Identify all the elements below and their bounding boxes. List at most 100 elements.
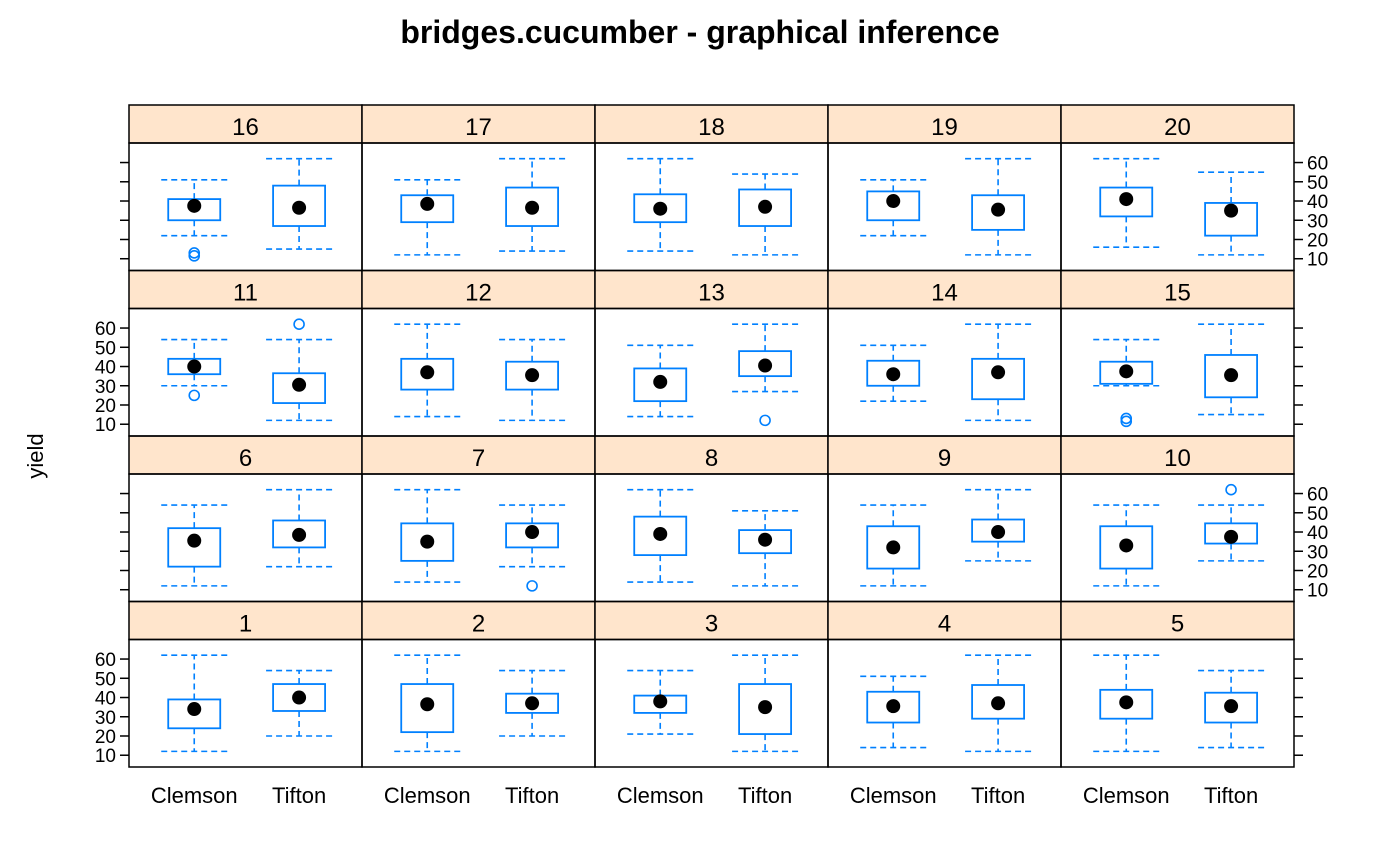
box-body	[866, 525, 921, 570]
panel-strip	[594, 104, 829, 144]
y-tick-label: 40	[95, 689, 116, 710]
panel-strip	[594, 435, 829, 475]
panel-frame	[128, 638, 363, 768]
box-median-dot	[991, 202, 1006, 217]
panel-frame	[128, 307, 363, 437]
box-body	[971, 194, 1025, 231]
y-tick-label: 10	[95, 746, 116, 767]
y-tick-label: 10	[95, 415, 116, 436]
panel-strip	[1060, 435, 1295, 475]
panel-strip-label: 15	[1164, 280, 1191, 307]
y-tick-label: 40	[1307, 192, 1328, 213]
y-tick-label: 60	[95, 650, 116, 671]
box-median-dot	[653, 694, 668, 709]
box-median-dot	[420, 534, 435, 549]
box-body	[167, 698, 222, 730]
box-body	[400, 522, 455, 562]
y-tick-label: 20	[95, 727, 116, 748]
y-tick-label: 10	[1307, 581, 1328, 602]
box-median-dot	[525, 696, 540, 711]
box-median-dot	[292, 527, 307, 542]
y-tick-label: 60	[95, 319, 116, 340]
box-outlier	[188, 389, 201, 402]
box-body	[505, 522, 559, 549]
y-tick-label: 10	[1307, 250, 1328, 271]
box-median-dot	[1119, 695, 1134, 710]
panel-strip-label: 9	[938, 445, 951, 472]
box-median-dot	[758, 358, 773, 373]
x-category-label: Clemson	[384, 783, 471, 808]
panel-strip-label: 19	[931, 114, 958, 141]
box-body	[167, 527, 222, 568]
box-median-dot	[525, 200, 540, 215]
box-body	[866, 359, 921, 387]
box-median-dot	[653, 374, 668, 389]
x-category-label: Clemson	[151, 783, 238, 808]
box-median-dot	[1119, 192, 1134, 207]
panel-frame	[594, 638, 829, 768]
y-axis-label: yield	[23, 433, 48, 478]
box-body	[738, 683, 792, 735]
panel-strip-label: 10	[1164, 445, 1191, 472]
x-category-label: Clemson	[617, 783, 704, 808]
y-tick-label: 30	[95, 377, 116, 398]
panel-strip-label: 13	[698, 280, 725, 307]
box-body	[505, 186, 559, 227]
box-body	[505, 692, 559, 714]
box-body	[400, 683, 455, 734]
box-outlier	[1225, 483, 1237, 496]
box-body	[1204, 354, 1258, 399]
panel-strip	[1060, 600, 1295, 641]
panel-frame	[361, 638, 596, 768]
box-median-dot	[653, 201, 668, 216]
box-median-dot	[1224, 368, 1239, 383]
panel-strip	[361, 435, 596, 475]
box-median-dot	[292, 200, 307, 215]
x-category-label: Tifton	[272, 783, 326, 808]
box-median-dot	[991, 696, 1006, 711]
box-median-dot	[292, 377, 307, 392]
panel-frame	[1060, 307, 1295, 437]
x-category-label: Tifton	[1204, 783, 1258, 808]
box-body	[400, 194, 455, 224]
y-tick-label: 60	[1307, 154, 1328, 175]
box-median-dot	[1119, 538, 1134, 553]
box-median-dot	[187, 702, 202, 717]
panel-frame	[827, 473, 1062, 603]
box-body	[272, 184, 326, 227]
panel-strip-label: 6	[239, 445, 252, 472]
panel-strip-label: 16	[232, 114, 259, 141]
panel-frame	[827, 142, 1062, 272]
panel-strip-label: 4	[938, 611, 951, 638]
box-median-dot	[653, 526, 668, 541]
box-outlier	[1120, 415, 1133, 428]
box-body	[272, 519, 326, 549]
panel-frame	[827, 307, 1062, 437]
box-body	[738, 350, 792, 378]
y-tick-label: 30	[1307, 211, 1328, 232]
box-median-dot	[420, 365, 435, 380]
box-median-dot	[420, 697, 435, 712]
panel-strip-label: 14	[931, 280, 958, 307]
y-tick-label: 60	[1307, 485, 1328, 506]
panel-frame	[128, 142, 363, 272]
box-median-dot	[1224, 529, 1239, 544]
x-category-label: Clemson	[850, 783, 937, 808]
panel-strip-label: 7	[472, 445, 485, 472]
box-outlier	[526, 580, 538, 592]
x-category-label: Tifton	[738, 783, 792, 808]
box-body	[1099, 360, 1154, 385]
panel-strip-label: 5	[1171, 611, 1184, 638]
chart-title: bridges.cucumber - graphical inference	[400, 14, 999, 50]
y-tick-label: 30	[1307, 542, 1328, 563]
panel-strip-label: 17	[465, 114, 492, 141]
box-median-dot	[758, 199, 773, 214]
panel-strip	[128, 600, 363, 641]
box-median-dot	[187, 359, 202, 374]
box-body	[866, 690, 921, 724]
x-category-label: Tifton	[971, 783, 1025, 808]
box-body	[633, 193, 688, 224]
box-body	[1099, 688, 1154, 720]
